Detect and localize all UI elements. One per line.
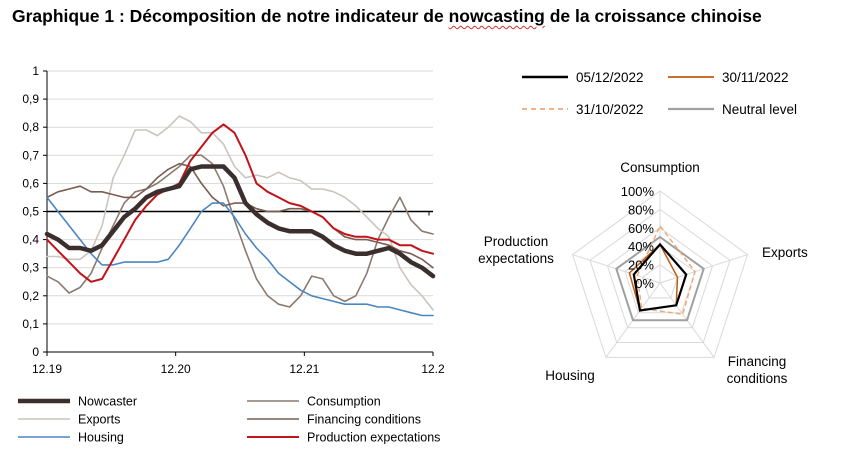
line-chart: 0 0,1 0,2 0,3 0,4 0,5 0,6 0,7 0,8 0,9 1 12.19 12.20 1… <box>22 64 445 376</box>
radar-ring-label: 20% <box>628 258 654 273</box>
x-tick-label: 12.19 <box>32 362 62 376</box>
series-line-production-expectations <box>46 123 434 283</box>
radar-ring <box>571 190 749 358</box>
y-tick-label: 0,3 <box>22 261 39 275</box>
title-text-part3: de la croissance chinoise <box>544 6 762 26</box>
radar-ring-label: 60% <box>628 221 654 236</box>
series-line-consumption <box>46 154 434 308</box>
radar-ring-label: 0% <box>635 276 654 291</box>
y-tick-label: 0,9 <box>22 92 39 106</box>
y-tick-label: 0 <box>32 345 39 359</box>
radar-series-05-12-2022 <box>632 242 688 312</box>
radar-chart: 0% 20% 40% 60% 80% 100% Consumption Exports Fina… <box>478 160 808 386</box>
y-tick-label: 0,1 <box>22 317 39 331</box>
radar-legend-label-30-11-2022: 30/11/2022 <box>722 70 789 85</box>
radar-axis-label-production-expectations: Production <box>484 234 549 249</box>
x-tick-label: 12.2 <box>421 362 445 376</box>
radar-ring-label: 40% <box>628 239 654 254</box>
y-tick-label: 0,6 <box>22 176 39 190</box>
radar-axis-label-financing-conditions: conditions <box>727 371 788 386</box>
radar-legend-label-05-12-2022: 05/12/2022 <box>576 70 644 85</box>
y-tick-label: 0,8 <box>22 120 39 134</box>
legend-label-exports: Exports <box>78 413 120 427</box>
radar-axis-label-consumption: Consumption <box>620 160 700 175</box>
y-tick-label: 1 <box>32 64 39 78</box>
radar-legend-label-neutral-level: Neutral level <box>722 102 797 117</box>
y-tick-label: 0,5 <box>22 205 39 219</box>
title-keyword-nowcasting: nowcasting <box>448 6 545 26</box>
radar-ring <box>624 245 696 314</box>
radar-axis-label-financing-conditions: Financing <box>728 354 787 369</box>
radar-axis-label-production-expectations: expectations <box>478 251 554 266</box>
series-line-exports <box>46 115 434 311</box>
y-tick-label: 0,4 <box>22 233 39 247</box>
radar-chart-legend: 05/12/2022 30/11/2022 31/10/2022 Neutral le… <box>522 70 797 117</box>
line-chart-legend: Nowcaster Consumption Exports Financing con… <box>18 395 440 445</box>
series-line-nowcaster <box>44 164 436 279</box>
legend-label-financing-conditions: Financing conditions <box>307 413 421 427</box>
radar-ring <box>606 227 714 329</box>
legend-label-housing: Housing <box>78 431 124 445</box>
legend-label-nowcaster: Nowcaster <box>78 395 137 409</box>
radar-axis-label-housing: Housing <box>545 368 595 383</box>
radar-ring-label: 80% <box>628 202 654 217</box>
series-line-housing <box>46 196 434 317</box>
radar-axis-label-exports: Exports <box>762 245 808 260</box>
y-tick-label: 0,2 <box>22 289 39 303</box>
x-tick-label: 12.21 <box>289 362 319 376</box>
radar-ring-label: 100% <box>621 184 655 199</box>
figure-title: Graphique 1 : Décomposition de notre ind… <box>12 6 862 27</box>
radar-series-neutral-level <box>615 235 705 322</box>
x-tick-label: 12.20 <box>161 362 191 376</box>
radar-legend-label-31-10-2022: 31/10/2022 <box>576 102 644 117</box>
radar-ring <box>641 263 679 299</box>
radar-ring <box>589 208 731 343</box>
title-text-part1: Graphique 1 : Décomposition de notre ind… <box>12 6 449 26</box>
y-tick-label: 0,7 <box>22 148 39 162</box>
series-line-financing-conditions <box>46 162 434 269</box>
legend-label-consumption: Consumption <box>307 395 381 409</box>
legend-label-production-expectations: Production expectations <box>307 431 440 445</box>
